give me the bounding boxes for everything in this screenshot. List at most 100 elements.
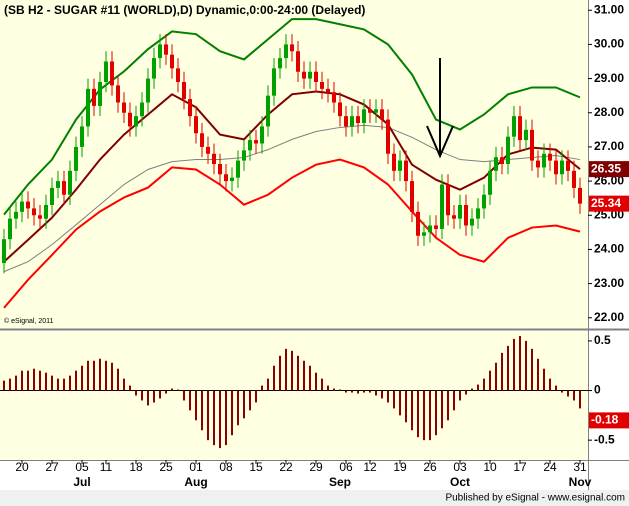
candle-body <box>206 146 210 154</box>
oscillator-bar <box>3 380 5 391</box>
candle-body <box>518 116 522 141</box>
y-tick-label: 30.00 <box>594 37 624 51</box>
oscillator-bar <box>243 390 245 419</box>
candle-body <box>386 119 390 154</box>
candle-body <box>248 140 252 151</box>
indicator-line <box>3 90 581 263</box>
oscillator-bar <box>333 388 335 391</box>
candle-body <box>218 164 222 175</box>
oscillator-bar <box>327 385 329 391</box>
x-tick-label: 12 <box>363 460 377 474</box>
candle-body <box>26 201 30 209</box>
oscillator-bar <box>453 390 455 411</box>
candle-body <box>380 109 384 120</box>
oscillator-bar <box>15 375 17 391</box>
oscillator-bar <box>9 378 11 391</box>
y-tick-label: 31.00 <box>594 2 624 16</box>
oscillator-bar <box>123 378 125 391</box>
candle-body <box>428 225 432 233</box>
oscillator-bar <box>111 362 113 391</box>
x-tick-label: 19 <box>393 460 407 474</box>
candle-body <box>560 160 564 175</box>
candle-body <box>104 61 108 82</box>
last-value-box <box>589 412 629 429</box>
oscillator-bar <box>507 345 509 391</box>
oscillator-bar <box>387 390 389 403</box>
oscillator-bar <box>399 390 401 416</box>
oscillator-bar <box>423 390 425 441</box>
oscillator-bar <box>435 390 437 436</box>
x-tick-label: 08 <box>219 460 233 474</box>
candle-body <box>98 82 102 106</box>
oscillator-bar <box>75 370 77 391</box>
oscillator-bar <box>369 390 371 393</box>
oscillator-bar <box>171 388 173 391</box>
oscillator-bar <box>219 390 221 449</box>
oscillator-bar <box>315 372 317 391</box>
candle-body <box>260 126 264 144</box>
oscillator-bar <box>573 390 575 401</box>
oscillator-bar <box>429 390 431 441</box>
last-value-label: -0.18 <box>591 413 619 427</box>
oscillator-bar <box>513 338 515 391</box>
candle-body <box>272 68 276 96</box>
candle-body <box>152 58 156 79</box>
last-value-label: 26.35 <box>591 161 621 175</box>
candle-body <box>398 160 402 171</box>
candle-body <box>224 174 228 182</box>
candle-body <box>446 184 450 216</box>
candle-body <box>110 61 114 86</box>
oscillator-bar <box>213 390 215 446</box>
oscillator-bar <box>321 378 323 391</box>
candle-body <box>14 211 18 219</box>
oscillator-bar <box>105 360 107 391</box>
candle-body <box>368 109 372 113</box>
last-value-box <box>589 161 629 178</box>
candle-body <box>500 157 504 164</box>
oscillator-bar <box>33 368 35 391</box>
indicator-line <box>3 124 581 273</box>
candle-body <box>278 58 282 69</box>
candle-body <box>524 129 528 141</box>
marks: 31.0030.0029.0028.0027.0026.0025.0024.00… <box>0 2 629 489</box>
last-value-label: 25.34 <box>591 196 621 210</box>
oscillator-bar <box>393 390 395 409</box>
oscillator-bar <box>39 370 41 391</box>
candle-body <box>356 116 360 123</box>
oscillator-bar <box>279 355 281 391</box>
candle-body <box>404 160 408 182</box>
x-tick-label: 15 <box>249 460 263 474</box>
candle-body <box>194 116 198 134</box>
candle-body <box>170 54 174 69</box>
candle-body <box>554 160 558 175</box>
oscillator-bar <box>483 378 485 391</box>
oscillator-bar <box>561 390 563 393</box>
annotation-arrow-head <box>426 125 454 159</box>
oscillator-bar <box>69 375 71 391</box>
x-tick-label: 06 <box>339 460 353 474</box>
x-tick-label: 24 <box>543 460 557 474</box>
oscillator-bar <box>375 390 377 396</box>
oscillator-bar <box>183 390 185 401</box>
candle-body <box>32 208 36 216</box>
candle-body <box>464 205 468 226</box>
oscillator-bar <box>543 368 545 391</box>
candle-body <box>116 85 120 103</box>
candle-body <box>284 44 288 59</box>
candle-body <box>8 218 12 240</box>
candle-body <box>296 51 300 72</box>
candle-body <box>452 215 456 219</box>
x-tick-label: 31 <box>573 460 587 474</box>
oscillator-bar <box>357 390 359 394</box>
candle-body <box>578 187 582 204</box>
watermark: © eSignal, 2011 <box>4 317 54 325</box>
candle-body <box>542 153 546 168</box>
oscillator-bar <box>363 390 365 393</box>
oscillator-bar <box>57 378 59 391</box>
candle-body <box>182 82 186 100</box>
oscillator-bar <box>135 390 137 396</box>
oscillator-bar <box>579 390 581 409</box>
x-tick-label: 11 <box>100 460 113 474</box>
candle-body <box>128 112 132 127</box>
candle-body <box>266 95 270 127</box>
